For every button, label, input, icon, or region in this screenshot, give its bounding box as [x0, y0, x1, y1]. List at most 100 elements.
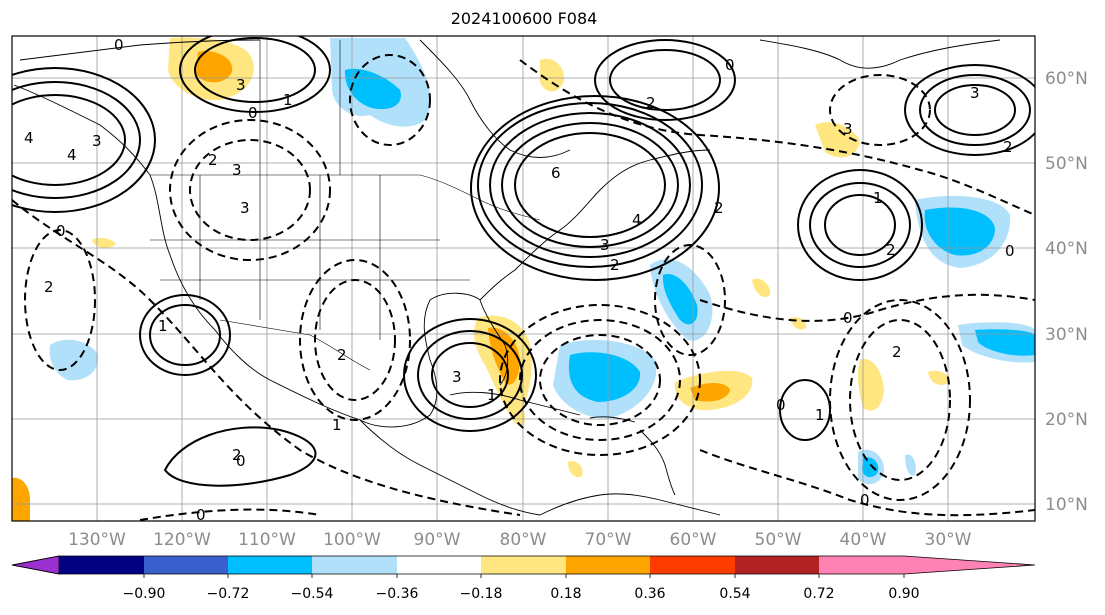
coast-hudson — [419, 39, 571, 158]
contour-ring-ne-atl — [934, 84, 1016, 136]
coast-mexico-gulf — [359, 292, 481, 428]
contour-label: 1 — [873, 189, 883, 207]
contour-dashed-wave-4 — [699, 449, 1035, 517]
colorbar-extend-min — [11, 555, 60, 575]
shade-positive-nw-core — [196, 51, 233, 83]
contour-label: 2 — [610, 256, 620, 274]
contour-dashed-west — [189, 139, 311, 241]
contour-label: 0 — [196, 506, 206, 524]
shade-positive-small-9 — [568, 460, 583, 478]
colorbar-cell — [481, 556, 566, 574]
colorbar-tick-label: 0.90 — [888, 586, 919, 602]
shade-negative-east-atlantic-core — [924, 207, 995, 256]
colorbar-tick-label: 0.72 — [803, 586, 834, 602]
contours-dashed — [12, 54, 1035, 521]
contour-dashed-wave-2 — [519, 59, 1035, 216]
lon-label: 130°W — [68, 530, 126, 550]
coast-caribbean-islands — [639, 429, 676, 496]
colorbar-ticks — [143, 574, 905, 578]
contour-label: 2 — [714, 199, 724, 217]
shade-positive-small-3 — [540, 58, 565, 92]
map-content: 0 3 3 0 1 2 0 2 3 4 4 3 6 3 4 2 0 2 3 1 … — [12, 36, 1035, 524]
colorbar-tick-label: 0.18 — [550, 586, 581, 602]
shade-negative-atlantic-b-core — [662, 274, 698, 325]
colorbar-cell — [735, 556, 819, 574]
colorbar: −0.90 −0.72 −0.54 −0.36 −0.18 0.18 0.36 … — [11, 555, 1036, 602]
contour-dashed-far-ne — [829, 74, 931, 146]
contour-dashed-wave-5 — [139, 508, 321, 521]
contour-ring-nw-pacific — [12, 94, 126, 186]
shade-positive-southeast-core — [488, 327, 520, 385]
contour-label: 0 — [843, 309, 853, 327]
contour-label: 2 — [44, 278, 54, 296]
contour-dashed-east — [849, 319, 951, 481]
shade-negative-atlantic-a-core — [568, 352, 641, 402]
contour-label: 0 — [725, 56, 735, 74]
contour-dashed-wave-3 — [699, 293, 1035, 322]
contour-label-layer: 0 3 3 0 1 2 0 2 3 4 4 3 6 3 4 2 0 2 3 1 … — [24, 36, 1015, 524]
contour-label: 4 — [24, 129, 34, 147]
colorbar-cell — [397, 556, 481, 574]
lon-label: 50°W — [755, 530, 802, 550]
graticule — [12, 36, 1035, 521]
shade-positive-small-8 — [928, 370, 950, 385]
coast-greenland — [759, 39, 1001, 69]
lon-label: 110°W — [238, 530, 296, 550]
colorbar-tick-label: −0.36 — [376, 586, 419, 602]
contour-ring-greenland — [609, 49, 721, 111]
contour-label: 1 — [487, 386, 497, 404]
contour-label: 1 — [815, 406, 825, 424]
coast-florida — [479, 299, 509, 386]
map-frame-bg — [12, 36, 1035, 521]
contour-label: 2 — [892, 343, 902, 361]
contour-label: 3 — [92, 132, 102, 150]
lon-label: 120°W — [153, 530, 211, 550]
shade-positive-small-2 — [857, 358, 884, 411]
colorbar-cell — [650, 556, 735, 574]
lon-label: 100°W — [323, 530, 381, 550]
contour-dashed-atlantic — [539, 334, 661, 426]
contour-label: 0 — [56, 222, 66, 240]
contour-dashed-wave-1 — [12, 199, 521, 516]
contour-label: 0 — [1005, 242, 1015, 260]
contour-label: 0 — [860, 491, 870, 509]
contour-label: 3 — [600, 236, 610, 254]
colorbar-tick-label: −0.72 — [207, 586, 250, 602]
lon-label: 60°W — [670, 530, 717, 550]
contour-dashed-mid — [314, 279, 396, 401]
shade-positive-small-6 — [92, 237, 116, 249]
contour-ring-central-atl — [824, 194, 896, 256]
colorbar-outline — [11, 555, 1036, 575]
lon-label: 40°W — [840, 530, 887, 550]
coast-arctic — [19, 39, 261, 61]
contour-label: 3 — [970, 84, 980, 102]
shade-negative-canada-core — [344, 68, 401, 110]
contour-label: 2 — [886, 241, 896, 259]
contour-label: 2 — [232, 446, 242, 464]
contour-label: 2 — [646, 94, 656, 112]
contour-label: 2 — [1003, 138, 1013, 156]
shade-positive-small-4 — [752, 278, 771, 298]
coastlines — [13, 39, 1001, 516]
contour-label: 2 — [208, 151, 218, 169]
shade-negative-small-1-core — [862, 457, 879, 478]
contours-solid — [12, 36, 1035, 487]
contour-dashed-atl-b — [654, 244, 726, 356]
contour-label: 1 — [158, 317, 168, 335]
coast-cuba — [449, 391, 581, 416]
contour-ring-canada — [194, 37, 316, 103]
contour-label: 3 — [236, 76, 246, 94]
lon-label: 30°W — [925, 530, 972, 550]
shading-layer — [12, 37, 1035, 521]
shade-negative-far-east-core — [975, 329, 1035, 356]
colorbar-tick-label: −0.54 — [291, 586, 334, 602]
contour-label: 0 — [236, 452, 246, 470]
lat-label: 30°N — [1045, 325, 1088, 345]
shade-positive-small-5 — [12, 477, 30, 521]
lat-label: 20°N — [1045, 410, 1088, 430]
lon-label: 80°W — [500, 530, 547, 550]
colorbar-cell — [59, 556, 144, 574]
colorbar-tick-label: −0.90 — [123, 586, 166, 602]
longitude-labels: 130°W 120°W 110°W 100°W 90°W 80°W 70°W 6… — [68, 530, 972, 550]
